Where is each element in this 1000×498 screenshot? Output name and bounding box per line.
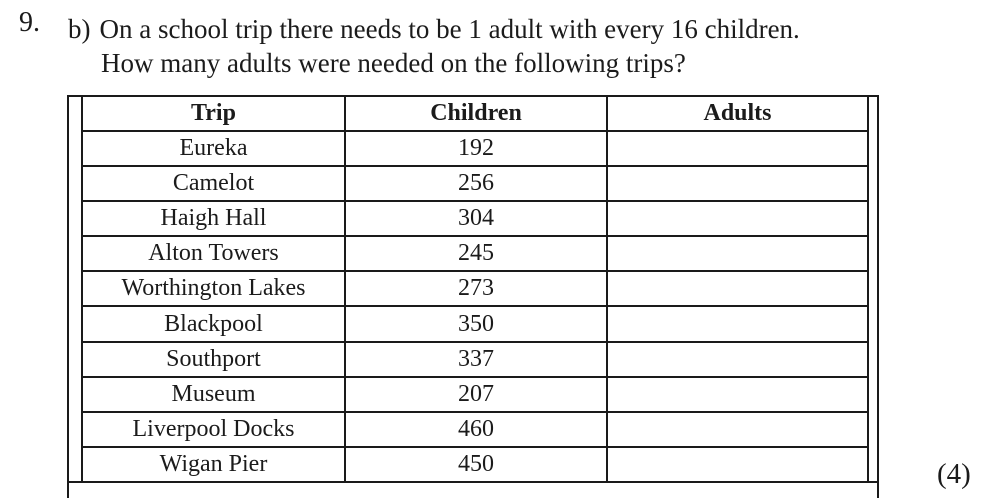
question-text: b) On a school trip there needs to be 1 a… bbox=[68, 12, 800, 80]
table-row: Haigh Hall 304 bbox=[81, 200, 869, 238]
question-number: 9. bbox=[19, 7, 40, 38]
trip-cell: Camelot bbox=[81, 165, 346, 203]
trip-cell: Haigh Hall bbox=[81, 200, 346, 238]
children-cell: 337 bbox=[344, 340, 608, 378]
table-row: Liverpool Docks 460 bbox=[81, 410, 869, 448]
children-cell: 245 bbox=[344, 235, 608, 273]
marks-label: (4) bbox=[937, 458, 971, 490]
trip-cell: Wigan Pier bbox=[81, 445, 346, 484]
adults-answer-cell[interactable] bbox=[606, 340, 869, 378]
adults-answer-cell[interactable] bbox=[606, 305, 869, 343]
children-cell: 256 bbox=[344, 165, 608, 203]
question-line-2: How many adults were needed on the follo… bbox=[101, 48, 686, 78]
children-column-header: Children bbox=[344, 95, 608, 132]
adults-column-header: Adults bbox=[606, 95, 869, 132]
table-header-row: Trip Children Adults bbox=[81, 95, 869, 132]
adults-answer-cell[interactable] bbox=[606, 410, 869, 448]
table-row: Museum 207 bbox=[81, 375, 869, 413]
children-cell: 450 bbox=[344, 445, 608, 484]
trip-column-header: Trip bbox=[81, 95, 346, 132]
trip-cell: Eureka bbox=[81, 129, 346, 168]
adults-answer-cell[interactable] bbox=[606, 129, 869, 168]
trip-cell: Museum bbox=[81, 375, 346, 413]
children-cell: 207 bbox=[344, 375, 608, 413]
adults-answer-cell[interactable] bbox=[606, 445, 869, 484]
table-row: Eureka 192 bbox=[81, 129, 869, 168]
trip-cell: Worthington Lakes bbox=[81, 270, 346, 308]
question-line-1-text: On a school trip there needs to be 1 adu… bbox=[99, 14, 800, 44]
adults-answer-cell[interactable] bbox=[606, 200, 869, 238]
children-cell: 192 bbox=[344, 129, 608, 168]
children-cell: 460 bbox=[344, 410, 608, 448]
question-line-1: b) On a school trip there needs to be 1 a… bbox=[68, 12, 800, 46]
adults-answer-cell[interactable] bbox=[606, 270, 869, 308]
table-row: Wigan Pier 450 bbox=[81, 445, 869, 484]
trip-cell: Southport bbox=[81, 340, 346, 378]
trips-table: Trip Children Adults Eureka 192 Camelot … bbox=[81, 95, 869, 484]
table-row: Alton Towers 245 bbox=[81, 235, 869, 273]
children-cell: 273 bbox=[344, 270, 608, 308]
question-part-label: b) bbox=[68, 14, 91, 44]
table-row: Blackpool 350 bbox=[81, 305, 869, 343]
children-cell: 350 bbox=[344, 305, 608, 343]
adults-answer-cell[interactable] bbox=[606, 235, 869, 273]
adults-answer-cell[interactable] bbox=[606, 375, 869, 413]
table-row: Southport 337 bbox=[81, 340, 869, 378]
adults-answer-cell[interactable] bbox=[606, 165, 869, 203]
trip-cell: Liverpool Docks bbox=[81, 410, 346, 448]
children-cell: 304 bbox=[344, 200, 608, 238]
table-row: Worthington Lakes 273 bbox=[81, 270, 869, 308]
answer-frame-bottom-line bbox=[67, 481, 879, 483]
trip-cell: Blackpool bbox=[81, 305, 346, 343]
trip-cell: Alton Towers bbox=[81, 235, 346, 273]
table-row: Camelot 256 bbox=[81, 165, 869, 203]
